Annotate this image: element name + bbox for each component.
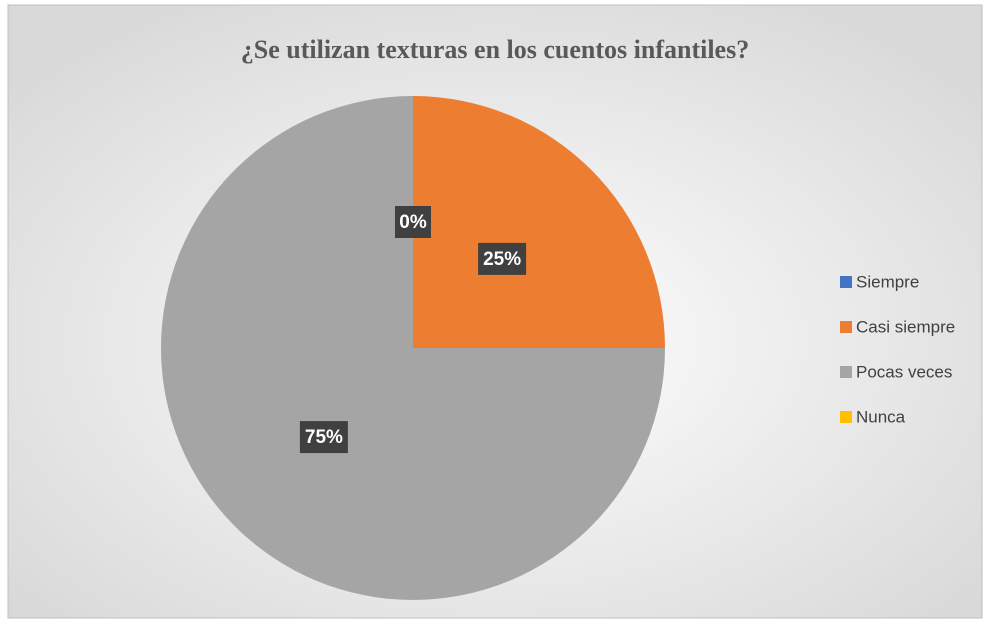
data-label: 0% <box>395 206 431 238</box>
legend-label: Pocas veces <box>856 362 952 381</box>
pie-slice <box>413 96 665 348</box>
legend-label: Casi siempre <box>856 317 955 336</box>
data-label-box <box>478 242 527 275</box>
data-label-text: 0% <box>399 212 427 233</box>
legend-swatch <box>840 366 852 378</box>
data-label-text: 75% <box>305 427 343 448</box>
data-label-box <box>395 206 431 238</box>
data-label-text: 25% <box>483 249 521 270</box>
pie-slice <box>161 96 665 600</box>
chart-title: ¿Se utilizan texturas en los cuentos inf… <box>241 35 749 64</box>
legend-swatch <box>840 411 852 423</box>
data-label-box <box>299 421 348 454</box>
legend-swatch <box>840 276 852 288</box>
legend-label: Siempre <box>856 272 919 291</box>
data-label: 25% <box>478 242 527 275</box>
legend-swatch <box>840 321 852 333</box>
legend-label: Nunca <box>856 407 906 426</box>
data-label: 75% <box>299 421 348 454</box>
